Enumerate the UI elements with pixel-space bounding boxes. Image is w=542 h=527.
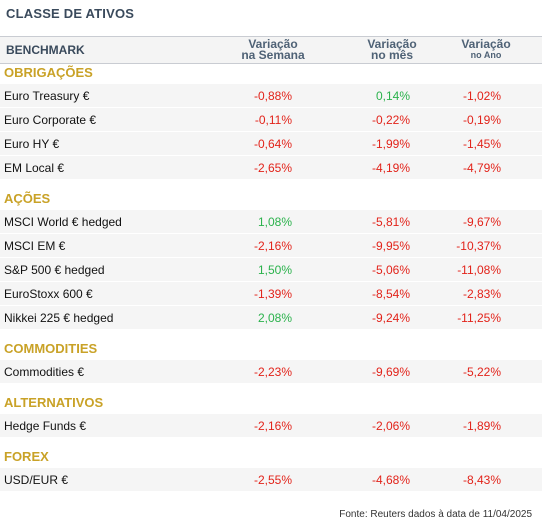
year-value: -4,79% — [462, 161, 501, 175]
month-value: -4,68% — [371, 473, 410, 487]
year-value: -9,67% — [462, 215, 501, 229]
table-row: EuroStoxx 600 € -1,39% -8,54% -2,83% — [0, 282, 542, 305]
section-alternativos: ALTERNATIVOS — [4, 395, 104, 410]
week-value: 1,08% — [257, 215, 292, 229]
week-value: -1,39% — [253, 287, 292, 301]
table-row: Commodities € -2,23% -9,69% -5,22% — [0, 360, 542, 383]
week-value: -0,88% — [253, 89, 292, 103]
month-column-header: Variação no mês — [367, 37, 417, 62]
week-column-header: Variação na Semana — [241, 37, 305, 62]
year-value: -8,43% — [462, 473, 501, 487]
month-value: -5,81% — [371, 215, 410, 229]
month-value: -9,95% — [371, 239, 410, 253]
year-value: -2,83% — [462, 287, 501, 301]
table-row: USD/EUR € -2,55% -4,68% -8,43% — [0, 468, 542, 491]
year-value: -11,08% — [457, 263, 501, 277]
month-value: -4,19% — [371, 161, 410, 175]
row-name: MSCI EM € — [4, 239, 66, 253]
benchmark-header: BENCHMARK — [6, 43, 85, 57]
section-acoes: AÇÕES — [4, 191, 51, 206]
week-value: -2,55% — [253, 473, 292, 487]
year-value: -10,37% — [456, 239, 501, 253]
row-name: Commodities € — [4, 365, 85, 379]
year-value: -1,45% — [462, 137, 501, 151]
month-value: 0,14% — [375, 89, 410, 103]
month-value: -8,54% — [371, 287, 410, 301]
row-name: Euro Corporate € — [4, 113, 97, 127]
week-value: -2,16% — [253, 419, 292, 433]
year-value: -11,25% — [457, 311, 501, 325]
table-row: MSCI World € hedged 1,08% -5,81% -9,67% — [0, 210, 542, 233]
page-title: CLASSE DE ATIVOS — [6, 6, 135, 21]
row-name: EM Local € — [4, 161, 65, 175]
row-name: Nikkei 225 € hedged — [4, 311, 114, 325]
table-row: Nikkei 225 € hedged 2,08% -9,24% -11,25% — [0, 306, 542, 329]
row-name: Hedge Funds € — [4, 419, 87, 433]
month-value: -1,99% — [371, 137, 410, 151]
section-obrigacoes: OBRIGAÇÕES — [4, 65, 93, 80]
table-row: MSCI EM € -2,16% -9,95% -10,37% — [0, 234, 542, 257]
week-value: -0,64% — [253, 137, 292, 151]
week-value: -2,65% — [253, 161, 292, 175]
table-header: BENCHMARK Variação na Semana Variação no… — [0, 36, 542, 64]
month-value: -0,22% — [371, 113, 410, 127]
table-row: Euro HY € -0,64% -1,99% -1,45% — [0, 132, 542, 155]
row-name: Euro HY € — [4, 137, 60, 151]
section-forex: FOREX — [4, 449, 49, 464]
table-row: EM Local € -2,65% -4,19% -4,79% — [0, 156, 542, 179]
week-value: 2,08% — [257, 311, 292, 325]
year-column-header: Variação no Ano — [461, 37, 511, 60]
table-row: Euro Treasury € -0,88% 0,14% -1,02% — [0, 84, 542, 107]
month-value: -9,24% — [371, 311, 410, 325]
month-value: -9,69% — [371, 365, 410, 379]
month-value: -2,06% — [371, 419, 410, 433]
week-value: -2,23% — [253, 365, 292, 379]
week-value: -0,11% — [254, 113, 292, 127]
week-value: 1,50% — [257, 263, 292, 277]
section-commodities: COMMODITIES — [4, 341, 98, 356]
row-name: Euro Treasury € — [4, 89, 90, 103]
year-value: -1,89% — [462, 419, 501, 433]
row-name: S&P 500 € hedged — [4, 263, 105, 277]
year-value: -5,22% — [462, 365, 501, 379]
source-footnote: Fonte: Reuters dados à data de 11/04/202… — [339, 509, 532, 520]
year-value: -1,02% — [462, 89, 501, 103]
row-name: MSCI World € hedged — [4, 215, 122, 229]
row-name: EuroStoxx 600 € — [4, 287, 93, 301]
table-row: S&P 500 € hedged 1,50% -5,06% -11,08% — [0, 258, 542, 281]
table-row: Euro Corporate € -0,11% -0,22% -0,19% — [0, 108, 542, 131]
year-value: -0,19% — [462, 113, 501, 127]
row-name: USD/EUR € — [4, 473, 69, 487]
week-value: -2,16% — [253, 239, 292, 253]
month-value: -5,06% — [371, 263, 410, 277]
table-row: Hedge Funds € -2,16% -2,06% -1,89% — [0, 414, 542, 437]
